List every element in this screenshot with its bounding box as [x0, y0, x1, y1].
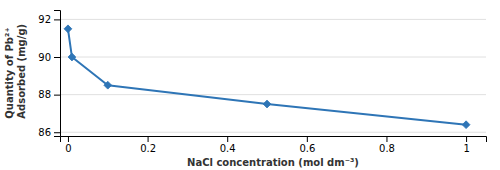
x-tick-label: 0.4	[220, 143, 236, 154]
grid-line	[60, 57, 486, 58]
y-axis-title-line: Adsorbed (mg/g)	[16, 24, 27, 122]
y-tick-label: 92	[38, 14, 51, 25]
x-tick-mark	[68, 136, 69, 142]
grid	[60, 19, 486, 132]
y-axis-line	[54, 11, 61, 137]
x-tick-label: 0.2	[140, 143, 156, 154]
y-tick: 90	[38, 52, 60, 63]
y-axis-title-line: Quantity of Pb²⁺	[4, 27, 15, 118]
x-tick: 0.4	[220, 136, 236, 154]
x-tick: 0.2	[140, 136, 156, 154]
grid-line	[60, 94, 486, 95]
y-tick-mark	[54, 95, 60, 96]
marker	[68, 53, 76, 61]
x-tick-mark	[466, 136, 467, 142]
x-tick: 0.8	[379, 136, 395, 154]
grid-line	[60, 132, 486, 133]
y-tick: 92	[38, 14, 60, 25]
x-tick-mark	[307, 136, 308, 142]
y-tick-label: 90	[38, 52, 51, 63]
x-tick-label: 0	[65, 143, 71, 154]
x-tick-mark	[148, 136, 149, 142]
y-tick: 86	[38, 127, 60, 138]
x-tick-mark	[227, 136, 228, 142]
y-tick-mark	[54, 132, 60, 133]
marker	[104, 81, 112, 89]
x-tick: 0.6	[299, 136, 315, 154]
x-tick: 1	[463, 136, 469, 154]
y-tick-label: 86	[38, 127, 51, 138]
line	[68, 29, 466, 125]
x-tick-label: 0.8	[379, 143, 395, 154]
marker	[462, 121, 470, 129]
x-axis-line	[61, 137, 487, 143]
y-tick-label: 88	[38, 89, 51, 100]
marker	[263, 100, 271, 108]
y-axis: 86 88 90 92	[38, 11, 60, 138]
grid-line	[60, 19, 486, 20]
y-tick: 88	[38, 89, 60, 100]
y-tick-mark	[54, 57, 60, 58]
x-tick-mark	[386, 136, 387, 142]
x-axis: 0 0.2 0.4 0.6 0.8 1	[61, 136, 487, 154]
chart: 0 0.2 0.4 0.6 0.8 1 86 88 90 92 NaCl concentration…	[0, 0, 500, 170]
plot-area: 0 0.2 0.4 0.6 0.8 1 86 88 90 92	[38, 11, 486, 155]
x-tick-label: 0.6	[299, 143, 315, 154]
y-tick-mark	[54, 19, 60, 20]
series	[64, 25, 470, 129]
marker	[64, 25, 72, 33]
x-axis-title: NaCl concentration (mol dm⁻³)	[187, 157, 359, 168]
x-tick: 0	[65, 136, 71, 154]
x-tick-label: 1	[463, 143, 469, 154]
y-axis-title: Quantity of Pb²⁺ Adsorbed (mg/g)	[4, 24, 27, 122]
